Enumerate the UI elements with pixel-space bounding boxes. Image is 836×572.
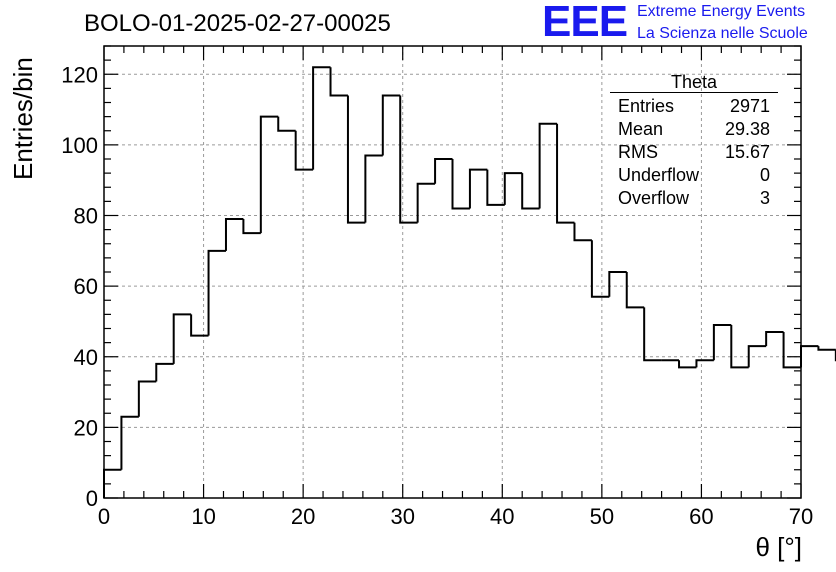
histogram-bar [277, 116, 296, 132]
histogram-bar [817, 346, 836, 351]
stats-row-underflow: Underflow 0 [610, 164, 778, 187]
y-tick-label: 60 [74, 274, 98, 299]
x-axis-label: θ [°] [755, 532, 802, 562]
histogram-bar [242, 219, 261, 235]
x-tick-label: 10 [191, 504, 215, 529]
stats-label: Overflow [618, 188, 690, 208]
histogram-bar [608, 271, 627, 297]
histogram-bar [538, 122, 558, 209]
histogram-bar [782, 332, 801, 369]
y-tick-label: 40 [74, 345, 98, 370]
y-tick-label: 80 [74, 204, 98, 229]
stats-value: 3 [759, 188, 770, 208]
y-tick-label: 20 [74, 415, 98, 440]
histogram-bar [416, 182, 436, 223]
histogram-bar [381, 94, 401, 156]
stats-row-entries: Entries 2971 [610, 95, 778, 118]
stats-title: Theta [610, 72, 778, 93]
stats-box: Theta Entries 2971 Mean 29.38 RMS 15.67 … [610, 72, 778, 210]
stats-value: 2971 [729, 96, 770, 116]
histogram-bar [573, 222, 592, 242]
eee-logo: EEE [542, 0, 628, 46]
stats-row-mean: Mean 29.38 [610, 118, 778, 141]
stats-label: Underflow [618, 165, 700, 185]
histogram-bar [294, 130, 314, 171]
y-tick-label: 0 [86, 486, 98, 511]
histogram-bar [329, 67, 348, 97]
chart-title: BOLO-01-2025-02-27-00025 [84, 10, 391, 37]
histogram-bar [643, 307, 662, 362]
x-tick-label: 70 [789, 504, 813, 529]
histogram-bar [155, 362, 174, 382]
histogram-bar [190, 314, 209, 337]
histogram-bar [451, 159, 470, 210]
histogram-bar [521, 173, 540, 210]
histogram-bar [312, 66, 331, 170]
histogram-bar [712, 323, 732, 361]
y-tick-label: 120 [61, 62, 98, 87]
stats-value: 15.67 [724, 142, 770, 162]
histogram-bar [503, 172, 523, 205]
x-tick-label: 30 [390, 504, 414, 529]
x-tick-label: 40 [490, 504, 514, 529]
histogram-bar [695, 359, 714, 368]
stats-label: Entries [618, 96, 675, 116]
x-tick-label: 50 [590, 504, 614, 529]
y-tick-label: 100 [61, 133, 98, 158]
histogram-bar [172, 313, 192, 364]
histogram-bar [364, 154, 383, 223]
histogram-bar [120, 415, 139, 470]
stats-label: Mean [618, 119, 664, 139]
x-tick-label: 60 [689, 504, 713, 529]
stats-row-rms: RMS 15.67 [610, 141, 778, 164]
histogram-bar [468, 168, 488, 209]
histogram-bar [486, 169, 505, 206]
histogram-bar [747, 345, 767, 368]
histogram-bar [137, 380, 157, 417]
stats-value: 0 [759, 165, 770, 185]
histogram-bar [434, 158, 453, 184]
histogram-bar [207, 249, 226, 336]
histogram-bar [765, 331, 784, 347]
stats-row-overflow: Overflow 3 [610, 187, 778, 210]
logo-line-1: Extreme Energy Events [637, 3, 806, 20]
histogram-bar [625, 272, 645, 309]
histogram-bar [730, 324, 749, 369]
histogram-bar [346, 95, 366, 224]
histogram-bar [800, 345, 819, 368]
x-tick-label: 0 [98, 504, 110, 529]
logo-line-2: La Scienza nelle Scuole [637, 25, 808, 42]
histogram-bar [556, 123, 575, 224]
stats-label: RMS [618, 142, 658, 162]
y-axis-label: Entries/bin [8, 57, 38, 180]
stats-value: 29.38 [724, 119, 770, 139]
histogram-bar [678, 360, 697, 369]
histogram-bar [224, 218, 244, 251]
histogram-bar [590, 240, 610, 298]
x-tick-label: 20 [291, 504, 315, 529]
histogram-bar [399, 95, 418, 224]
histogram-bar [259, 115, 279, 234]
